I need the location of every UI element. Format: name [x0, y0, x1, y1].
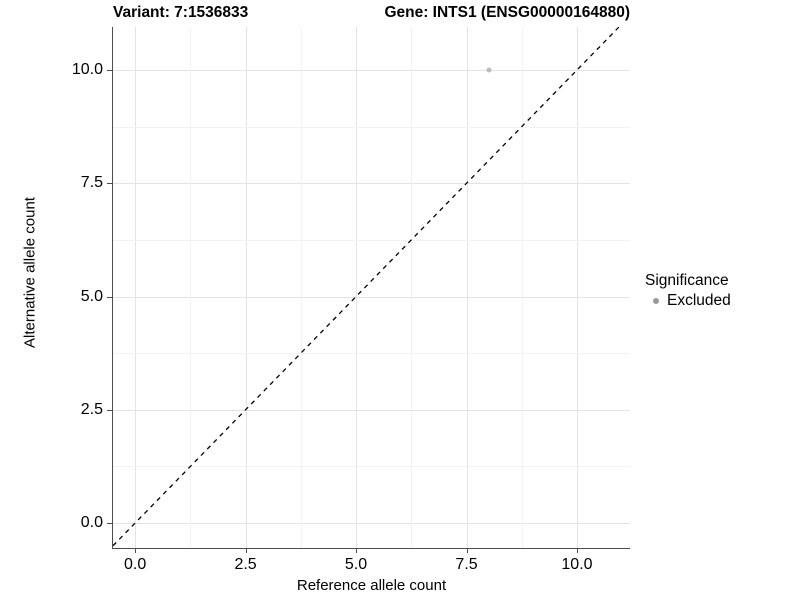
gridline-major-vertical: [466, 27, 468, 548]
title-variant-text: Variant: 7:1536833: [113, 4, 249, 21]
gridline-major-vertical: [356, 27, 358, 548]
x-axis-line: [112, 547, 630, 549]
legend-entry-label: Excluded: [667, 292, 731, 309]
y-axis-tick-label: 7.5: [80, 174, 103, 192]
gridline-minor-horizontal: [113, 353, 630, 355]
gridline-minor-horizontal: [113, 126, 630, 128]
gridline-major-vertical: [245, 27, 247, 548]
x-axis-tick-label: 0.0: [123, 556, 147, 573]
legend-entries: Excluded: [645, 292, 795, 310]
legend-title: Significance: [645, 272, 729, 289]
y-axis-tick-label: 2.5: [80, 400, 103, 418]
gridline-minor-horizontal: [113, 239, 630, 241]
legend-entry[interactable]: Excluded: [648, 292, 795, 310]
y-axis-tick-label: 5.0: [80, 287, 103, 305]
gridline-minor-vertical: [190, 27, 192, 548]
x-axis-tick: [576, 548, 579, 553]
x-axis-tick-label: 2.5: [234, 556, 257, 573]
identity-reference-line: [113, 27, 630, 548]
y-axis-label: Alternative allele count: [21, 197, 39, 348]
gridline-minor-horizontal: [113, 466, 630, 468]
gridline-major-horizontal: [113, 296, 630, 298]
x-axis-tick-label: 10.0: [561, 556, 593, 573]
gridline-major-vertical: [135, 27, 137, 548]
y-axis-line: [112, 27, 114, 548]
legend-point-icon: [648, 293, 664, 309]
gridline-minor-vertical: [411, 27, 413, 548]
legend: Significance Excluded: [645, 272, 795, 310]
gridline-minor-vertical: [521, 27, 523, 548]
x-axis-tick: [356, 548, 358, 553]
x-axis-label: Reference allele count: [296, 577, 447, 594]
gridline-minor-vertical: [300, 27, 302, 548]
gridline-major-horizontal: [113, 409, 630, 411]
plot-panel: [113, 27, 630, 548]
plot-title: Variant: 7:1536833 Gene: INTS1 (ENSG0000…: [113, 2, 630, 24]
y-axis-tick: [107, 183, 112, 185]
title-gene-text: Gene: INTS1 (ENSG00000164880): [384, 4, 630, 21]
x-axis-tick: [135, 548, 137, 553]
data-point: [486, 67, 492, 73]
x-axis-tick-label: 7.5: [455, 556, 478, 573]
x-axis-tick: [466, 548, 468, 553]
x-axis-tick: [245, 548, 247, 553]
y-axis-tick-label: 10.0: [71, 61, 103, 79]
gridline-major-horizontal: [113, 183, 630, 185]
y-axis-tick: [107, 296, 112, 298]
y-axis-tick: [107, 409, 112, 411]
gridline-major-vertical: [576, 27, 578, 548]
y-axis-tick: [107, 70, 112, 72]
gridline-major-horizontal: [113, 70, 630, 72]
y-axis-tick: [107, 523, 112, 525]
x-axis-tick-label: 5.0: [344, 556, 368, 573]
y-axis-tick-label: 0.0: [80, 514, 103, 532]
gridline-major-horizontal: [113, 523, 630, 525]
